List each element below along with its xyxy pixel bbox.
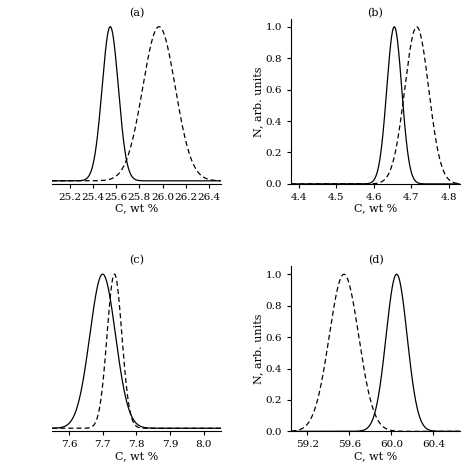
X-axis label: C, wt %: C, wt %	[115, 451, 158, 461]
Title: (d): (d)	[368, 255, 383, 265]
Y-axis label: N, arb. units: N, arb. units	[253, 314, 263, 384]
X-axis label: C, wt %: C, wt %	[354, 451, 397, 461]
Title: (c): (c)	[129, 255, 144, 265]
X-axis label: C, wt %: C, wt %	[115, 203, 158, 213]
X-axis label: C, wt %: C, wt %	[354, 203, 397, 213]
Title: (a): (a)	[128, 8, 144, 18]
Y-axis label: N, arb. units: N, arb. units	[253, 66, 263, 137]
Title: (b): (b)	[368, 8, 383, 18]
